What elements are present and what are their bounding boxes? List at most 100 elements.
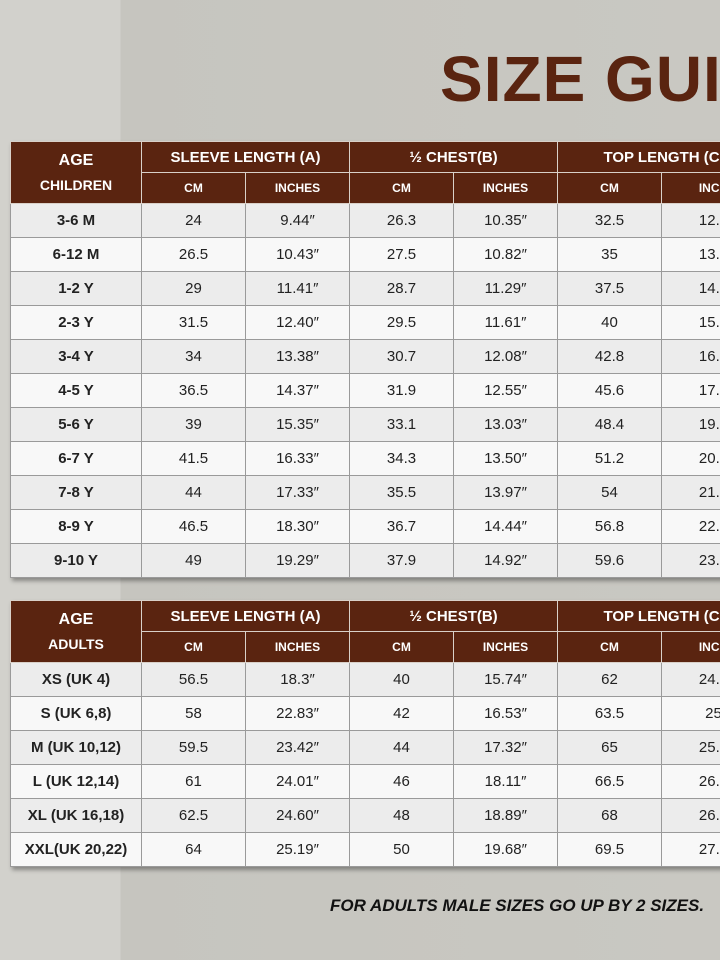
size-cell: 6-12 M [10, 237, 142, 272]
group-label: ADULTS [48, 635, 104, 652]
column-group-header: SLEEVE LENGTH (A) [140, 141, 351, 173]
measure-cell: 20.1 [661, 441, 720, 476]
size-cell: 9-10 Y [10, 543, 142, 578]
size-cell: 7-8 Y [10, 475, 142, 510]
column-group-header: TOP LENGTH (C [557, 600, 720, 632]
measure-cell: 40 [349, 662, 455, 697]
size-cell: 4-5 Y [10, 373, 142, 408]
unit-header: CM [557, 631, 663, 663]
measure-cell: 24.4 [661, 662, 720, 697]
measure-cell: 10.82″ [453, 237, 559, 272]
measure-cell: 25 [661, 696, 720, 731]
size-cell: XS (UK 4) [10, 662, 142, 697]
measure-cell: 27.3 [661, 832, 720, 867]
measure-cell: 17.33″ [244, 475, 351, 510]
measure-cell: 59.5 [141, 730, 246, 765]
measure-cell: 22.3 [661, 509, 720, 544]
header-row: AGE CHILDREN SLEEVE LENGTH (A) ½ CHEST(B) TO… [10, 141, 720, 204]
size-cell: XXL(UK 20,22) [10, 832, 142, 867]
measure-cell: 18.3″ [244, 662, 351, 697]
measure-cell: 45.6 [557, 373, 663, 408]
measure-cell: 26.3 [349, 203, 455, 238]
unit-header: CM [557, 172, 663, 204]
unit-header: INCHES [244, 631, 351, 663]
measure-cell: 34 [141, 339, 246, 374]
size-cell: 8-9 Y [10, 509, 142, 544]
measure-cell: 63.5 [557, 696, 663, 731]
measure-cell: 24.60″ [244, 798, 351, 833]
table-header: AGE CHILDREN SLEEVE LENGTH (A) ½ CHEST(B) TO… [10, 141, 720, 204]
measure-cell: 31.9 [349, 373, 455, 408]
group-label: CHILDREN [39, 176, 113, 193]
measure-cell: 12.08″ [453, 339, 559, 374]
measure-cell: 23.42″ [244, 730, 351, 765]
measure-cell: 25.19″ [244, 832, 351, 867]
measure-cell: 16.53″ [453, 696, 559, 731]
measure-cell: 37.5 [557, 271, 663, 306]
measure-cell: 13.38″ [244, 339, 351, 374]
measure-cell: 18.11″ [453, 764, 559, 799]
measure-cell: 56.5 [141, 662, 246, 697]
measure-cell: 40 [557, 305, 663, 340]
measure-cell: 66.5 [557, 764, 663, 799]
unit-header: INCHES [453, 631, 559, 663]
measure-cell: 18.89″ [453, 798, 559, 833]
measure-cell: 24 [141, 203, 246, 238]
measure-cell: 13.97″ [453, 475, 559, 510]
measure-cell: 14.44″ [453, 509, 559, 544]
measure-cell: 15.7 [661, 305, 720, 340]
data-row: 4-5 Y36.514.37″31.912.55″45.617.9 [10, 373, 720, 408]
column-group-header: TOP LENGTH (C [557, 141, 720, 173]
measure-cell: 42 [349, 696, 455, 731]
unit-row: CMINCHESCMINCHESCMINCH [11, 172, 720, 204]
size-cell: S (UK 6,8) [10, 696, 142, 731]
measure-cell: 10.35″ [453, 203, 559, 238]
unit-header: CM [141, 172, 246, 204]
measure-cell: 68 [557, 798, 663, 833]
measure-cell: 18.30″ [244, 509, 351, 544]
unit-header: INCH [661, 631, 720, 663]
measure-cell: 14.37″ [244, 373, 351, 408]
table-frame: AGE ADULTS SLEEVE LENGTH (A) ½ CHEST(B) TOP … [10, 600, 720, 867]
measure-cell: 34.3 [349, 441, 455, 476]
size-cell: M (UK 10,12) [10, 730, 142, 765]
measure-cell: 46 [349, 764, 455, 799]
measure-cell: 16.33″ [244, 441, 351, 476]
measure-cell: 44 [141, 475, 246, 510]
age-header: AGE [58, 151, 94, 169]
measure-cell: 56.8 [557, 509, 663, 544]
measure-cell: 35.5 [349, 475, 455, 510]
measure-cell: 59.6 [557, 543, 663, 578]
measure-cell: 48.4 [557, 407, 663, 442]
measure-cell: 39 [141, 407, 246, 442]
measure-cell: 58 [141, 696, 246, 731]
size-table: AGE CHILDREN SLEEVE LENGTH (A) ½ CHEST(B) TO… [10, 141, 720, 578]
measure-cell: 44 [349, 730, 455, 765]
measure-cell: 29 [141, 271, 246, 306]
unit-header: INCHES [244, 172, 351, 204]
measure-cell: 19.0 [661, 407, 720, 442]
measure-cell: 64 [141, 832, 246, 867]
measure-cell: 11.61″ [453, 305, 559, 340]
measure-cell: 22.83″ [244, 696, 351, 731]
size-cell: XL (UK 16,18) [10, 798, 142, 833]
age-header-cell: AGE CHILDREN [10, 141, 142, 204]
measure-cell: 13.7 [661, 237, 720, 272]
measure-cell: 14.7 [661, 271, 720, 306]
size-cell: L (UK 12,14) [10, 764, 142, 799]
measure-cell: 9.44″ [244, 203, 351, 238]
table-frame: AGE CHILDREN SLEEVE LENGTH (A) ½ CHEST(B) TO… [10, 141, 720, 578]
measure-cell: 36.7 [349, 509, 455, 544]
